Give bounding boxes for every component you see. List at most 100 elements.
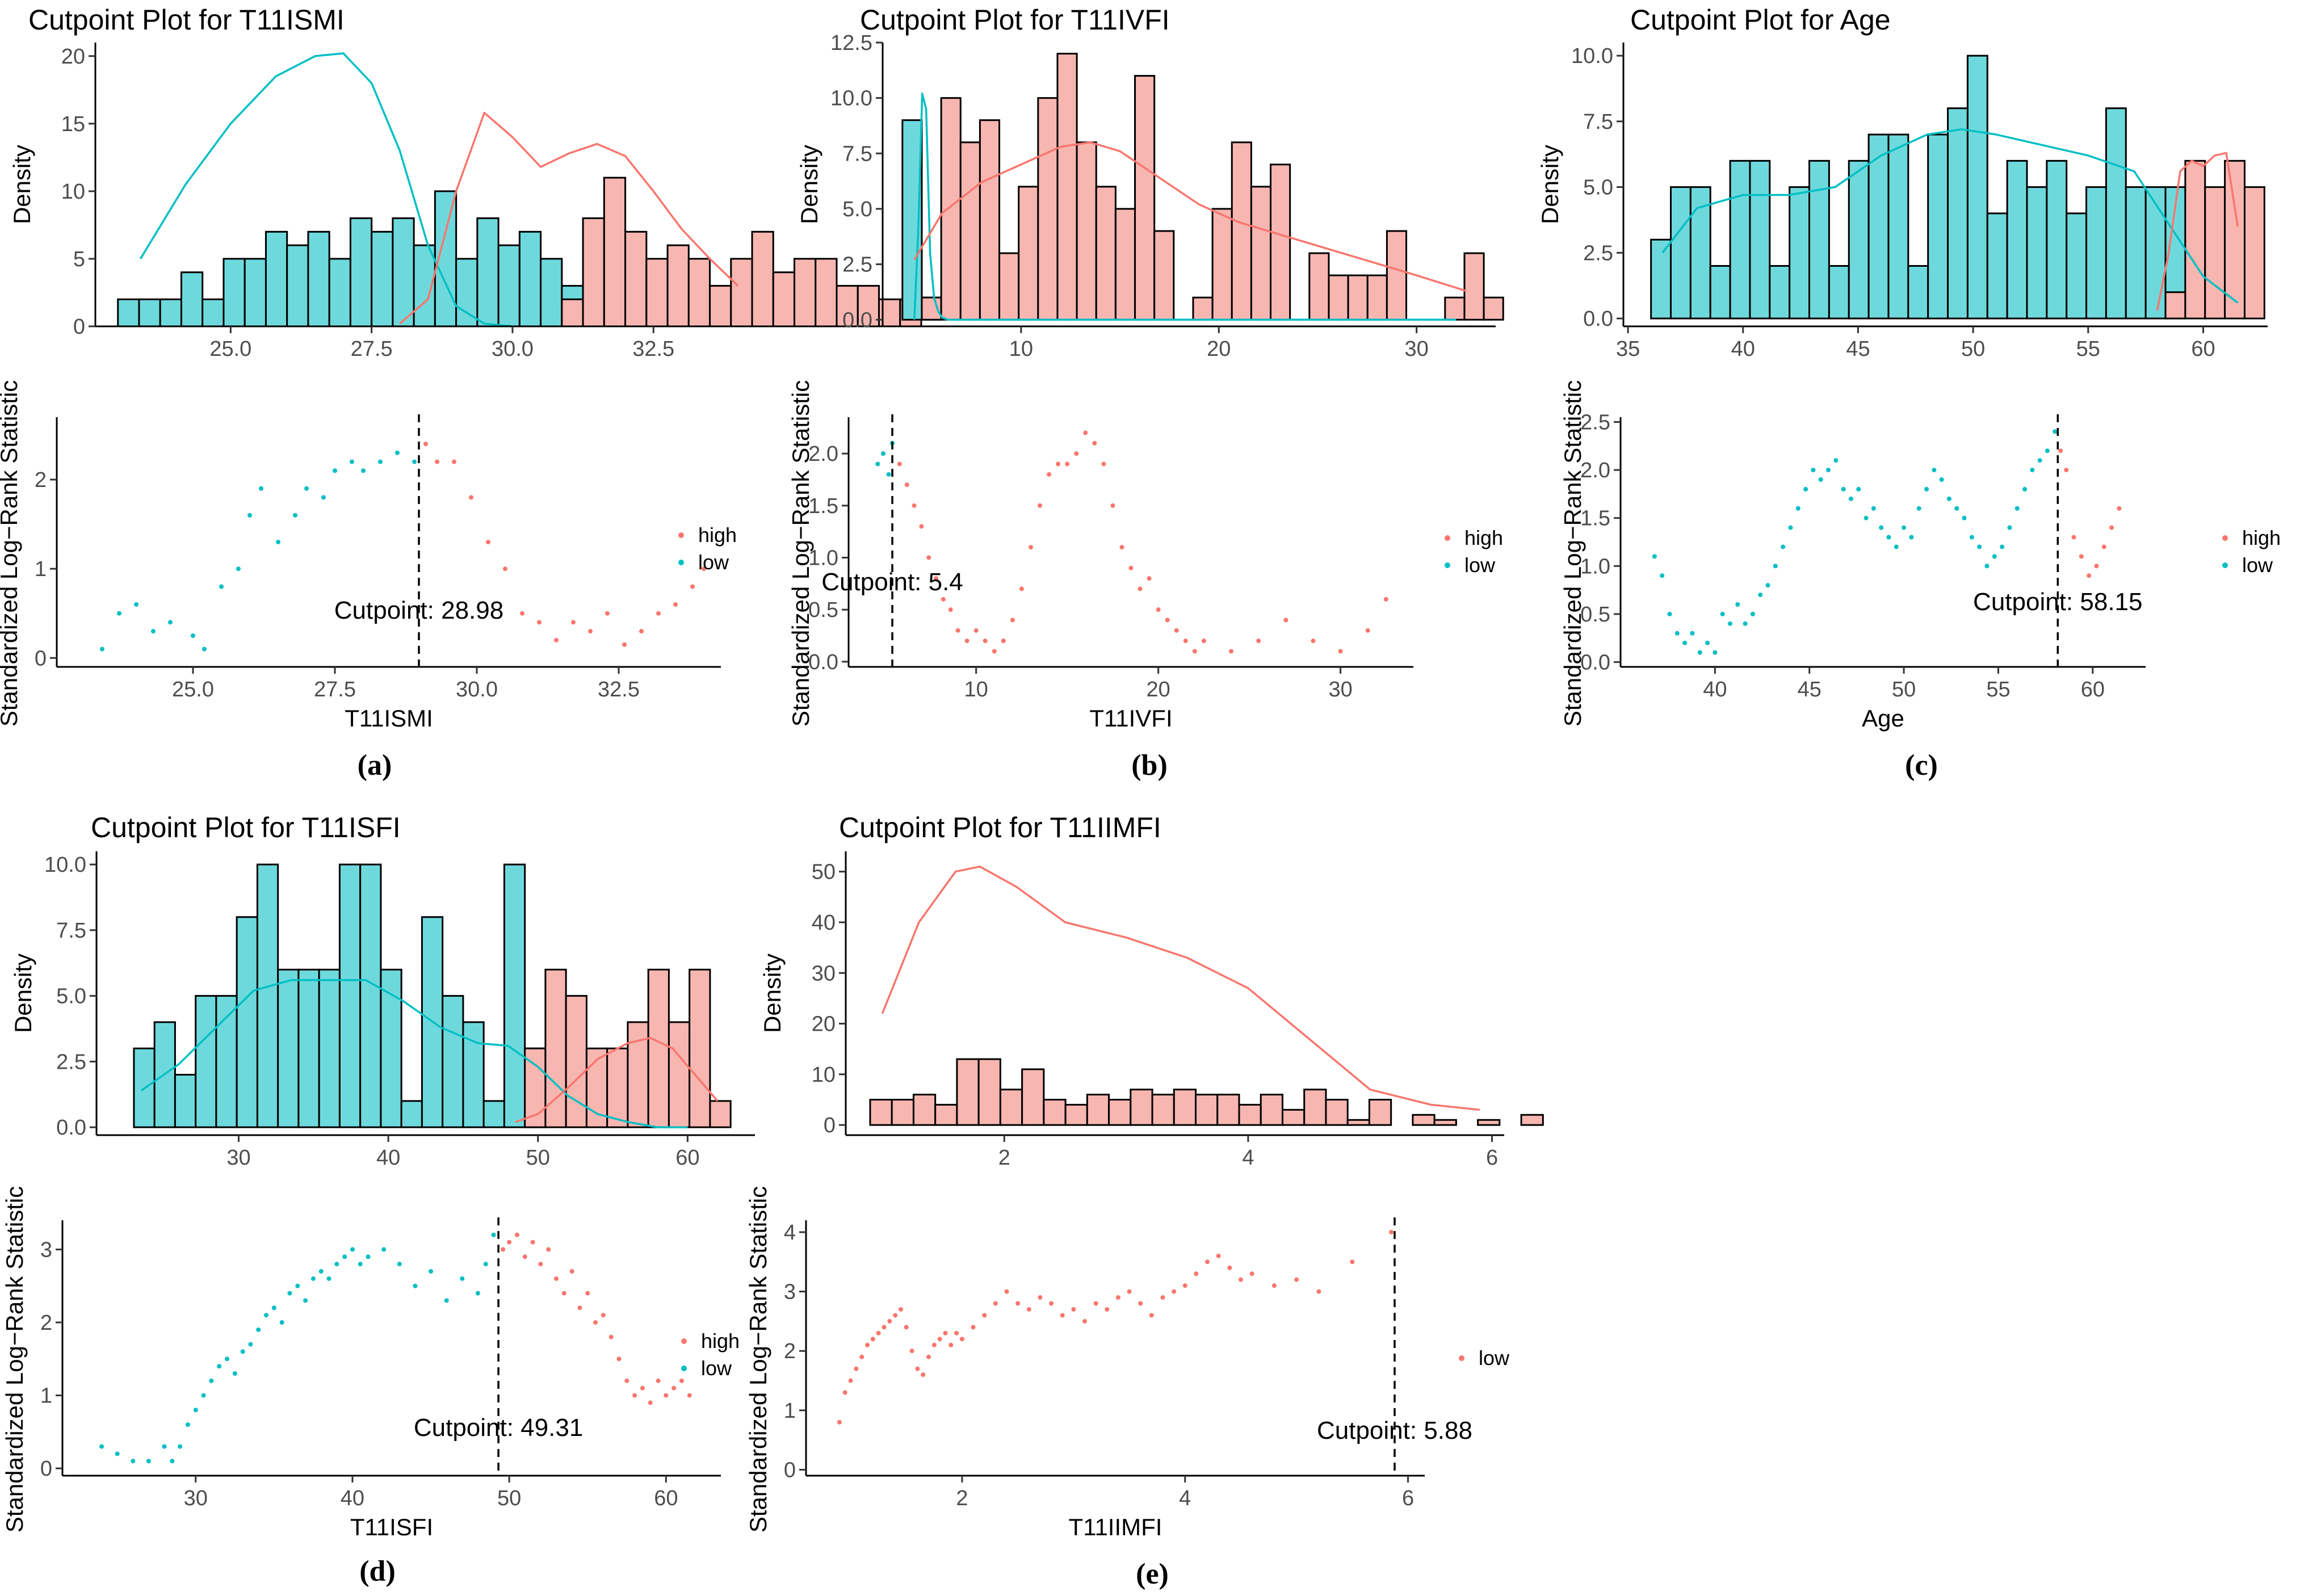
logrank-point-low	[915, 1366, 920, 1371]
hist-bar-high	[1366, 274, 1388, 321]
hist-bar-low	[1670, 186, 1692, 320]
hist-bar-high	[668, 1021, 691, 1128]
hist-bar-low	[518, 230, 542, 327]
logrank-plot-d: Cutpoint: 49.31 0 1 2 3 30 40 50 60 T11ISFI Standa…	[1, 1186, 740, 1540]
logrank-point-low	[146, 1459, 151, 1464]
logrank-point-high	[624, 1378, 629, 1383]
logrank-point-high	[1001, 639, 1006, 644]
hist-bar-high	[891, 1099, 914, 1126]
logrank-point-high	[941, 597, 946, 602]
y-tick-label: 2.5	[1583, 241, 1613, 265]
hist-bar-low	[307, 230, 330, 327]
hist-bar-low	[1828, 265, 1850, 320]
cutpoint-label: Cutpoint: 5.88	[1317, 1417, 1472, 1444]
y-tick-label: 4	[784, 1221, 796, 1245]
logrank-point-low	[193, 1408, 198, 1413]
panel-label: (a)	[358, 749, 392, 782]
logrank-point-high	[1165, 618, 1170, 623]
logrank-point-low	[1389, 1229, 1394, 1234]
logrank-point-low	[240, 1349, 245, 1354]
hist-bar-low	[1966, 54, 1988, 320]
x-tick-label: 40	[341, 1486, 364, 1510]
hist-bar-low	[1887, 133, 1909, 320]
y-tick-label: 1.5	[808, 494, 838, 518]
hist-bar-high	[1151, 1094, 1175, 1126]
logrank-point-low	[1149, 1313, 1154, 1318]
logrank-point-low	[151, 629, 156, 634]
logrank-point-low	[1750, 611, 1755, 616]
x-tick-label: 4	[1179, 1486, 1191, 1510]
logrank-point-high	[608, 1334, 614, 1339]
y-tick-label: 20	[812, 1013, 836, 1036]
hist-bar-low	[1769, 265, 1791, 320]
hist-bar-high	[2224, 159, 2246, 320]
hist-bar-low	[159, 298, 182, 327]
logrank-point-low	[926, 1354, 931, 1359]
y-tick-label: 0.0	[842, 308, 872, 332]
y-tick-label: 10.0	[44, 853, 86, 877]
logrank-point-low	[1886, 535, 1891, 540]
hist-bar-high	[1153, 230, 1175, 321]
logrank-point-low	[971, 1325, 976, 1330]
hist-bar-high	[1095, 186, 1117, 321]
logrank-point-low	[959, 1337, 964, 1342]
logrank-point-high	[1256, 639, 1261, 644]
logrank-point-high	[507, 1240, 512, 1245]
logrank-point-low	[1060, 1313, 1065, 1318]
density-curve-high	[913, 141, 1467, 292]
x-tick-label: 27.5	[351, 337, 393, 361]
y-tick-label: 0	[73, 315, 85, 339]
logrank-point-high	[983, 639, 988, 644]
hist-bar-low	[265, 230, 288, 327]
hist-bar-low	[318, 968, 341, 1128]
logrank-point-high	[2058, 448, 2063, 453]
x-tick-label: 60	[675, 1146, 699, 1170]
x-tick-label: 50	[1892, 678, 1916, 702]
logrank-point-low	[1765, 583, 1770, 588]
hist-bar-high	[836, 285, 859, 327]
logrank-point-low	[1894, 544, 1899, 549]
logrank-point-low	[1727, 621, 1732, 626]
logrank-point-high	[632, 1393, 637, 1398]
logrank-point-low	[1735, 602, 1740, 607]
logrank-point-low	[1773, 564, 1778, 569]
hist-bar-low	[371, 230, 394, 327]
hist-bar-high	[815, 258, 838, 327]
density-curve-high	[399, 112, 739, 325]
logrank-point-low	[248, 1342, 253, 1347]
hist-bar-high	[544, 968, 567, 1128]
hist-bar-low	[328, 258, 351, 327]
logrank-point-high	[640, 1385, 645, 1391]
hist-bar-high	[1108, 1099, 1132, 1126]
logrank-point-low	[2000, 544, 2005, 549]
logrank-point-low	[1811, 468, 1816, 473]
hist-bar-high	[2204, 186, 2226, 320]
hist-bar-high	[1018, 186, 1039, 321]
logrank-point-high	[569, 1269, 574, 1274]
histogram-b: 0.0 2.5 5.0 7.5 10.0 12.5 10 20 30 Density	[796, 31, 1504, 361]
logrank-point-low	[117, 611, 121, 616]
legend-key-high	[681, 1338, 687, 1344]
logrank-point-high	[554, 637, 559, 642]
logrank-point-high	[469, 495, 473, 500]
density-curve-low	[913, 93, 1457, 321]
hist-bar-low	[215, 995, 238, 1128]
logrank-point-high	[1010, 618, 1015, 623]
logrank-point-high	[2071, 535, 2076, 540]
y-tick-label: 3	[784, 1280, 796, 1304]
hist-bar-high	[565, 995, 587, 1128]
hist-bar-high	[1477, 1119, 1501, 1126]
logrank-point-low	[1946, 496, 1951, 501]
logrank-point-low	[1667, 611, 1672, 616]
y-tick-label: 30	[812, 961, 836, 985]
logrank-point-low	[1205, 1259, 1210, 1265]
logrank-point-low	[259, 486, 263, 491]
hist-bar-high	[709, 1100, 732, 1128]
logrank-point-low	[1697, 650, 1702, 655]
logrank-point-low	[2014, 506, 2020, 511]
x-axis-label: Age	[1862, 705, 1904, 732]
logrank-point-low	[880, 451, 885, 456]
hist-bar-high	[1346, 1119, 1370, 1126]
hist-bar-high	[772, 271, 796, 327]
